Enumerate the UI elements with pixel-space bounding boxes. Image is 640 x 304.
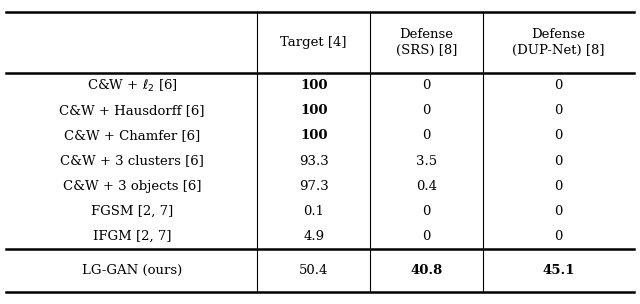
Text: C&W + 3 objects [6]: C&W + 3 objects [6] (63, 180, 201, 193)
Text: 0: 0 (422, 205, 431, 218)
Text: C&W + Hausdorff [6]: C&W + Hausdorff [6] (59, 104, 205, 117)
Text: 0: 0 (422, 130, 431, 143)
Text: 0: 0 (554, 180, 563, 193)
Text: C&W + Chamfer [6]: C&W + Chamfer [6] (64, 130, 200, 143)
Text: 0: 0 (422, 230, 431, 243)
Text: C&W + 3 clusters [6]: C&W + 3 clusters [6] (60, 155, 204, 168)
Text: 100: 100 (300, 79, 328, 92)
Text: 100: 100 (300, 130, 328, 143)
Text: 0: 0 (554, 155, 563, 168)
Text: 0: 0 (554, 130, 563, 143)
Text: 50.4: 50.4 (299, 264, 328, 277)
Text: 45.1: 45.1 (542, 264, 575, 277)
Text: 97.3: 97.3 (299, 180, 328, 193)
Text: 0: 0 (554, 230, 563, 243)
Text: 0: 0 (422, 79, 431, 92)
Text: 0.4: 0.4 (416, 180, 437, 193)
Text: 4.9: 4.9 (303, 230, 324, 243)
Text: 3.5: 3.5 (416, 155, 437, 168)
Text: 0: 0 (554, 205, 563, 218)
Text: IFGM [2, 7]: IFGM [2, 7] (93, 230, 171, 243)
Text: Defense
(SRS) [8]: Defense (SRS) [8] (396, 28, 458, 57)
Text: 0: 0 (554, 104, 563, 117)
Text: 93.3: 93.3 (299, 155, 328, 168)
Text: LG-GAN (ours): LG-GAN (ours) (82, 264, 182, 277)
Text: FGSM [2, 7]: FGSM [2, 7] (91, 205, 173, 218)
Text: C&W + $\ell_2$ [6]: C&W + $\ell_2$ [6] (86, 78, 177, 94)
Text: 0: 0 (554, 79, 563, 92)
Text: 0.1: 0.1 (303, 205, 324, 218)
Text: 40.8: 40.8 (410, 264, 443, 277)
Text: Defense
(DUP-Net) [8]: Defense (DUP-Net) [8] (512, 28, 605, 57)
Text: 100: 100 (300, 104, 328, 117)
Text: 0: 0 (422, 104, 431, 117)
Text: Target [4]: Target [4] (280, 36, 347, 49)
